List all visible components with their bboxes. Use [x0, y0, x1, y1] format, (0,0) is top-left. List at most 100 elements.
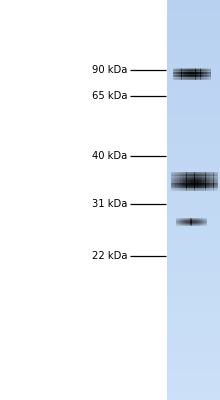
Bar — [215, 188, 217, 189]
Bar — [192, 77, 193, 78]
Bar — [199, 190, 201, 191]
Bar — [204, 72, 206, 73]
Bar — [167, 388, 220, 390]
Bar — [200, 219, 201, 220]
Bar — [201, 184, 202, 185]
Bar — [192, 78, 193, 79]
Bar — [194, 72, 196, 73]
Bar — [198, 79, 199, 80]
Bar — [209, 78, 211, 79]
Bar — [193, 68, 194, 69]
Bar — [182, 173, 183, 174]
Bar — [193, 179, 194, 180]
Bar — [188, 68, 189, 69]
Bar — [188, 221, 189, 222]
Bar — [174, 180, 176, 181]
Bar — [205, 70, 207, 71]
Bar — [207, 189, 209, 190]
Bar — [201, 172, 202, 173]
Bar — [167, 38, 220, 40]
Bar — [197, 219, 198, 220]
Bar — [167, 88, 220, 90]
Bar — [193, 189, 194, 190]
Bar — [182, 182, 183, 183]
Bar — [213, 184, 215, 185]
Bar — [176, 74, 178, 75]
Bar — [198, 172, 199, 173]
Bar — [195, 73, 197, 74]
Bar — [184, 74, 185, 75]
Bar — [213, 178, 215, 179]
Bar — [202, 77, 203, 78]
Bar — [212, 189, 213, 190]
Bar — [182, 78, 183, 79]
Bar — [167, 0, 220, 2]
Bar — [199, 75, 201, 76]
Bar — [182, 74, 183, 75]
Bar — [185, 71, 187, 72]
Bar — [213, 183, 215, 184]
Bar — [167, 384, 220, 386]
Bar — [199, 218, 200, 219]
Bar — [213, 172, 215, 173]
Bar — [175, 183, 177, 184]
Bar — [182, 72, 183, 73]
Bar — [203, 224, 204, 225]
Bar — [171, 190, 172, 191]
Bar — [185, 188, 187, 189]
Bar — [205, 181, 207, 182]
Bar — [178, 72, 179, 73]
Bar — [208, 77, 209, 78]
Bar — [191, 219, 193, 220]
Bar — [196, 221, 197, 222]
Bar — [174, 179, 176, 180]
Bar — [167, 386, 220, 388]
Bar — [187, 177, 188, 178]
Bar — [195, 73, 197, 74]
Bar — [198, 189, 199, 190]
Bar — [198, 187, 199, 188]
Bar — [171, 175, 172, 176]
Bar — [195, 74, 197, 75]
Bar — [212, 177, 213, 178]
Bar — [180, 180, 182, 181]
Bar — [185, 77, 187, 78]
Bar — [167, 64, 220, 66]
Bar — [201, 174, 202, 175]
Bar — [191, 225, 193, 226]
Bar — [167, 274, 220, 276]
Bar — [195, 71, 197, 72]
Bar — [203, 75, 204, 76]
Bar — [183, 69, 184, 70]
Bar — [209, 189, 210, 190]
Bar — [195, 71, 197, 72]
Bar — [183, 172, 185, 173]
Bar — [204, 218, 205, 219]
Bar — [196, 188, 198, 189]
Bar — [197, 223, 198, 224]
Bar — [174, 174, 176, 175]
Bar — [213, 179, 215, 180]
Bar — [185, 190, 187, 191]
Bar — [179, 71, 180, 72]
Bar — [212, 172, 213, 173]
Bar — [208, 72, 209, 73]
Bar — [184, 221, 185, 222]
Bar — [199, 221, 200, 222]
Bar — [203, 224, 204, 225]
Bar — [190, 183, 191, 184]
Bar — [185, 73, 187, 74]
Bar — [216, 186, 218, 187]
Bar — [212, 180, 213, 181]
Bar — [198, 79, 199, 80]
Bar — [199, 224, 200, 225]
Bar — [190, 68, 192, 69]
Bar — [202, 179, 204, 180]
Bar — [167, 4, 220, 6]
Bar — [171, 182, 172, 183]
Bar — [193, 186, 194, 187]
Bar — [209, 68, 211, 69]
Bar — [190, 181, 191, 182]
Bar — [184, 70, 185, 71]
Bar — [177, 180, 179, 181]
